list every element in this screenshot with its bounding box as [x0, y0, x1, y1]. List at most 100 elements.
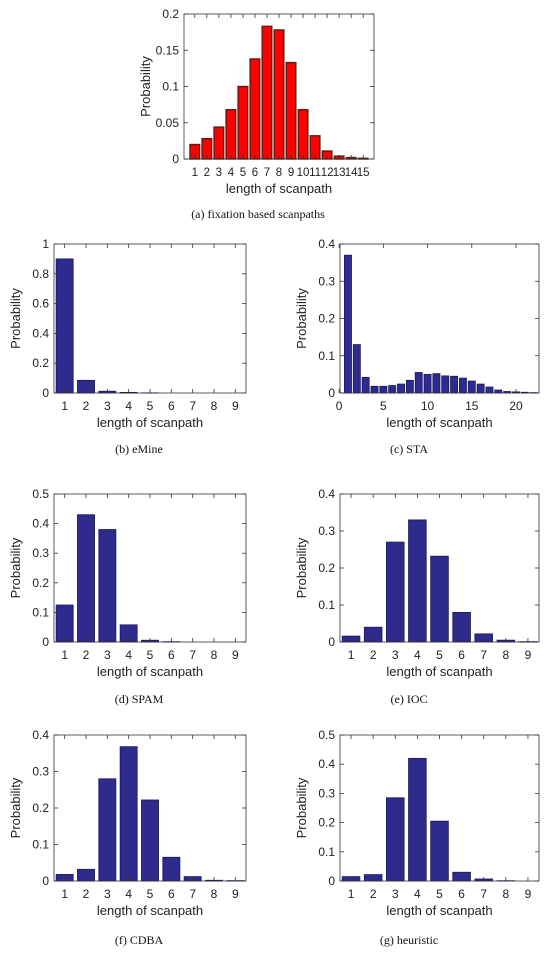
bar-e-3	[386, 542, 404, 642]
bar-f-4	[120, 747, 137, 881]
xtick-label-f-3: 4	[125, 887, 132, 901]
xtick-label-f-5: 6	[168, 887, 175, 901]
ytick-label-c-1: 0.1	[318, 349, 335, 363]
ytick-label-e-1: 0.1	[318, 598, 335, 612]
caption-f: (f) CDBA	[115, 933, 163, 948]
bar-e-5	[431, 556, 449, 642]
xaxis-label-g: length of scanpath	[386, 903, 492, 918]
xtick-label-d-0: 1	[61, 648, 68, 662]
xtick-label-a-6: 7	[264, 167, 270, 179]
yaxis-label-d: Probability	[8, 537, 23, 598]
ytick-label-d-1: 0.1	[32, 605, 49, 619]
xtick-label-c-4: 20	[509, 399, 523, 413]
ytick-label-e-0: 0	[328, 635, 335, 649]
xtick-label-d-4: 5	[147, 648, 154, 662]
caption-g: (g) heuristic	[380, 933, 438, 948]
plot-frame-c	[340, 244, 539, 393]
xtick-label-e-7: 8	[502, 648, 509, 662]
xtick-label-e-5: 6	[458, 648, 465, 662]
xtick-label-e-4: 5	[436, 648, 443, 662]
xtick-label-g-4: 5	[436, 887, 443, 901]
ytick-label-c-2: 0.2	[318, 312, 335, 326]
plot-frame-b	[54, 244, 246, 393]
xtick-label-b-4: 5	[147, 399, 154, 413]
bar-c-4	[371, 386, 378, 393]
xtick-label-d-7: 8	[211, 648, 218, 662]
bar-a-3	[214, 127, 224, 159]
ytick-label-c-4: 0.4	[318, 237, 335, 251]
xtick-label-f-1: 2	[83, 887, 90, 901]
xtick-label-e-0: 1	[348, 648, 355, 662]
xtick-label-g-5: 6	[458, 887, 465, 901]
xtick-label-a-0: 1	[192, 167, 198, 179]
bar-c-16	[477, 384, 484, 393]
ytick-label-g-2: 0.2	[318, 816, 335, 830]
bar-a-9	[286, 63, 296, 159]
xtick-label-c-2: 10	[421, 399, 435, 413]
ytick-label-b-4: 0.8	[32, 267, 49, 281]
xtick-label-d-8: 9	[232, 648, 239, 662]
ytick-label-a-3: 0.15	[156, 43, 180, 57]
bar-g-5	[431, 821, 449, 881]
xtick-label-f-4: 5	[147, 887, 154, 901]
xtick-label-e-8: 9	[525, 648, 532, 662]
bar-a-6	[250, 59, 260, 159]
xtick-label-a-12: 13	[333, 167, 346, 179]
xtick-label-e-6: 7	[480, 648, 487, 662]
ytick-label-d-0: 0	[42, 635, 49, 649]
xtick-label-a-3: 4	[228, 167, 235, 179]
xaxis-label-a: length of scanpath	[226, 181, 332, 196]
bar-c-6	[389, 386, 396, 393]
ytick-label-b-2: 0.4	[32, 326, 49, 340]
caption-b: (b) eMine	[115, 442, 163, 457]
xtick-label-a-14: 15	[357, 167, 370, 179]
xtick-label-f-6: 7	[189, 887, 196, 901]
ytick-label-g-5: 0.5	[318, 728, 335, 742]
xtick-label-b-3: 4	[125, 399, 132, 413]
bar-c-9	[415, 373, 422, 393]
xtick-label-g-2: 3	[392, 887, 399, 901]
xtick-label-g-6: 7	[480, 887, 487, 901]
caption-e: (e) IOC	[391, 692, 428, 707]
xaxis-label-e: length of scanpath	[386, 664, 492, 679]
ytick-label-g-1: 0.1	[318, 845, 335, 859]
caption-d: (d) SPAM	[115, 692, 164, 707]
xtick-label-b-0: 1	[61, 399, 68, 413]
xtick-label-d-3: 4	[125, 648, 132, 662]
ytick-label-e-2: 0.2	[318, 561, 335, 575]
bar-c-13	[451, 376, 458, 393]
bar-b-1	[56, 259, 73, 393]
yaxis-label-b: Probability	[8, 288, 23, 349]
ytick-label-b-3: 0.6	[32, 297, 49, 311]
ytick-label-b-0: 0	[42, 386, 49, 400]
xaxis-label-b: length of scanpath	[97, 415, 203, 430]
ytick-label-e-3: 0.3	[318, 524, 335, 538]
xtick-label-b-2: 3	[104, 399, 111, 413]
ytick-label-a-1: 0.05	[156, 116, 180, 130]
caption-c: (c) STA	[390, 442, 428, 457]
bar-c-18	[495, 390, 502, 393]
xtick-label-d-6: 7	[189, 648, 196, 662]
xtick-label-a-8: 9	[288, 167, 294, 179]
ytick-label-g-0: 0	[328, 874, 335, 888]
bar-c-1	[344, 255, 351, 393]
bar-c-7	[397, 384, 404, 393]
bar-c-8	[406, 380, 413, 393]
xtick-label-a-9: 10	[297, 167, 310, 179]
xtick-label-a-1: 2	[204, 167, 210, 179]
ytick-label-a-4: 0.2	[162, 7, 179, 21]
bar-a-4	[226, 110, 236, 159]
yaxis-label-c: Probability	[294, 288, 309, 349]
bar-f-3	[99, 779, 116, 881]
xtick-label-c-0: 0	[336, 399, 343, 413]
bar-e-4	[409, 520, 427, 642]
xtick-label-c-1: 5	[380, 399, 387, 413]
ytick-label-f-3: 0.3	[32, 765, 49, 779]
xtick-label-g-0: 1	[348, 887, 355, 901]
